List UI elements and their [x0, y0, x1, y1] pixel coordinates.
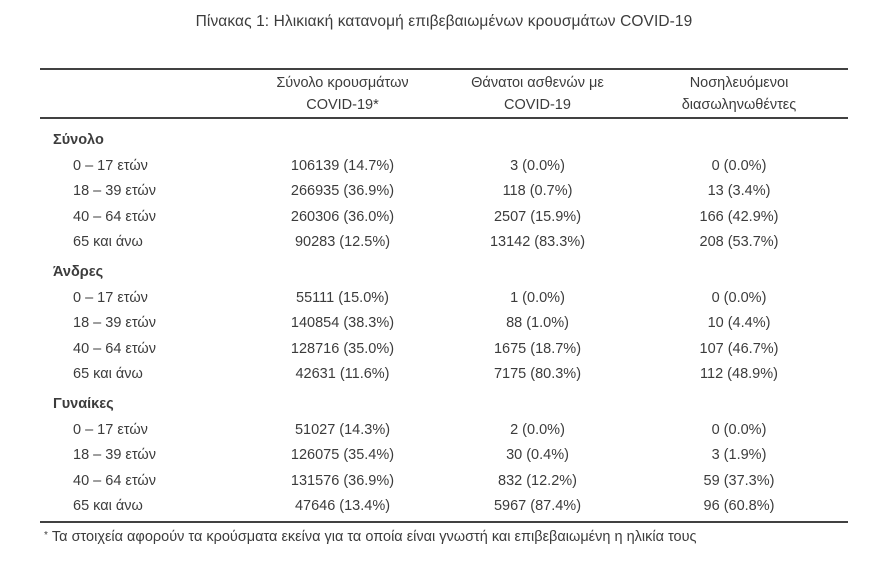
- table-row: 65 και άνω 47646 (13.4%) 5967 (87.4%) 96…: [40, 494, 848, 520]
- cases-cell: 90283 (12.5%): [294, 234, 391, 251]
- deaths-cell: 1 (0.0%): [510, 289, 565, 306]
- column-header-deaths: Θάνατοι ασθενών με COVID-19: [445, 71, 630, 116]
- footnote-marker: *: [44, 530, 48, 541]
- intubated-cell: 0 (0.0%): [711, 421, 767, 438]
- column-header-intubated: Νοσηλευόμενοι διασωληνωθέντες: [630, 71, 848, 116]
- cases-cell: 128716 (35.0%): [290, 340, 395, 357]
- deaths-cell: 30 (0.4%): [506, 447, 569, 464]
- intubated-cell: 3 (1.9%): [711, 447, 767, 464]
- intubated-cell: 0 (0.0%): [711, 157, 767, 174]
- row-label: 65 και άνω: [73, 498, 143, 515]
- intubated-cell: 166 (42.9%): [699, 208, 779, 225]
- table-row: 65 και άνω 90283 (12.5%) 13142 (83.3%) 2…: [40, 230, 848, 256]
- column-header-cases-line2: COVID-19*: [306, 96, 379, 113]
- column-header-intubated-line1: Νοσηλευόμενοι: [689, 75, 789, 91]
- intubated-cell: 208 (53.7%): [699, 234, 779, 251]
- row-label: 40 – 64 ετών: [73, 340, 156, 357]
- intubated-cell: 59 (37.3%): [703, 472, 775, 489]
- row-label: 0 – 17 ετών: [73, 157, 148, 174]
- column-header-cases: Σύνολο κρουσμάτων COVID-19*: [240, 71, 445, 116]
- table-row: 0 – 17 ετών 106139 (14.7%) 3 (0.0%) 0 (0…: [40, 153, 848, 179]
- section-label-women: Γυναίκες: [53, 396, 114, 412]
- page-title: Πίνακας 1: Ηλικιακή κατανομή επιβεβαιωμέ…: [195, 13, 693, 30]
- cases-cell: 266935 (36.9%): [290, 183, 395, 200]
- table-row: 40 – 64 ετών 131576 (36.9%) 832 (12.2%) …: [40, 468, 848, 494]
- row-label: 18 – 39 ετών: [73, 447, 156, 464]
- cases-cell: 42631 (11.6%): [295, 366, 390, 383]
- row-label: 0 – 17 ετών: [73, 289, 148, 306]
- deaths-cell: 88 (1.0%): [506, 315, 569, 332]
- data-table: Σύνολο κρουσμάτων COVID-19* Θάνατοι ασθε…: [40, 68, 848, 547]
- row-label: 18 – 39 ετών: [73, 183, 156, 200]
- deaths-cell: 832 (12.2%): [498, 472, 577, 489]
- column-header-deaths-line1: Θάνατοι ασθενών με: [471, 75, 604, 91]
- section-label-total: Σύνολο: [53, 132, 104, 148]
- deaths-cell: 13142 (83.3%): [489, 234, 586, 251]
- cases-cell: 260306 (36.0%): [290, 208, 395, 225]
- cases-cell: 47646 (13.4%): [294, 498, 391, 515]
- footnote-text: Τα στοιχεία αφορούν τα κρούσματα εκείνα …: [51, 529, 697, 545]
- deaths-cell: 1675 (18.7%): [493, 340, 582, 357]
- table-row: 40 – 64 ετών 128716 (35.0%) 1675 (18.7%)…: [40, 336, 848, 362]
- cases-cell: 55111 (15.0%): [296, 289, 389, 306]
- intubated-cell: 0 (0.0%): [711, 289, 767, 306]
- table-row: 18 – 39 ετών 126075 (35.4%) 30 (0.4%) 3 …: [40, 443, 848, 469]
- cases-cell: 140854 (38.3%): [290, 315, 395, 332]
- table-row: 40 – 64 ετών 260306 (36.0%) 2507 (15.9%)…: [40, 204, 848, 230]
- column-header-empty: [40, 93, 240, 95]
- row-label: 18 – 39 ετών: [73, 315, 156, 332]
- table-row: 18 – 39 ετών 266935 (36.9%) 118 (0.7%) 1…: [40, 179, 848, 205]
- section-label-men: Άνδρες: [53, 264, 104, 280]
- cases-cell: 126075 (35.4%): [290, 447, 395, 464]
- table-header-row: Σύνολο κρουσμάτων COVID-19* Θάνατοι ασθε…: [40, 70, 848, 117]
- table-row: 18 – 39 ετών 140854 (38.3%) 88 (1.0%) 10…: [40, 311, 848, 337]
- column-header-intubated-line2: διασωληνωθέντες: [681, 96, 797, 113]
- table-bottom-rule: [40, 521, 848, 523]
- table-row: 0 – 17 ετών 51027 (14.3%) 2 (0.0%) 0 (0.…: [40, 417, 848, 443]
- deaths-cell: 118 (0.7%): [502, 183, 573, 200]
- row-label: 65 και άνω: [73, 234, 143, 251]
- intubated-cell: 96 (60.8%): [703, 498, 775, 515]
- cases-cell: 106139 (14.7%): [290, 157, 395, 174]
- table-header-rule: [40, 117, 848, 119]
- row-label: 0 – 17 ετών: [73, 421, 148, 438]
- deaths-cell: 5967 (87.4%): [493, 498, 582, 515]
- column-header-deaths-line2: COVID-19: [504, 96, 571, 113]
- cases-cell: 131576 (36.9%): [290, 472, 395, 489]
- footnote: * Τα στοιχεία αφορούν τα κρούσματα εκείνα…: [40, 523, 848, 547]
- deaths-cell: 7175 (80.3%): [493, 366, 582, 383]
- intubated-cell: 107 (46.7%): [699, 340, 779, 357]
- row-label: 40 – 64 ετών: [73, 472, 156, 489]
- table-row: 65 και άνω 42631 (11.6%) 7175 (80.3%) 11…: [40, 362, 848, 388]
- intubated-cell: 13 (3.4%): [707, 183, 771, 200]
- row-label: 65 και άνω: [73, 366, 143, 383]
- column-header-cases-line1: Σύνολο κρουσμάτων: [276, 75, 409, 91]
- cases-cell: 51027 (14.3%): [294, 421, 391, 438]
- deaths-cell: 3 (0.0%): [510, 157, 565, 174]
- intubated-cell: 10 (4.4%): [707, 315, 771, 332]
- row-label: 40 – 64 ετών: [73, 208, 156, 225]
- table-top-rule: [40, 68, 848, 70]
- intubated-cell: 112 (48.9%): [700, 366, 778, 383]
- deaths-cell: 2507 (15.9%): [493, 208, 582, 225]
- table-row: 0 – 17 ετών 55111 (15.0%) 1 (0.0%) 0 (0.…: [40, 285, 848, 311]
- deaths-cell: 2 (0.0%): [510, 421, 565, 438]
